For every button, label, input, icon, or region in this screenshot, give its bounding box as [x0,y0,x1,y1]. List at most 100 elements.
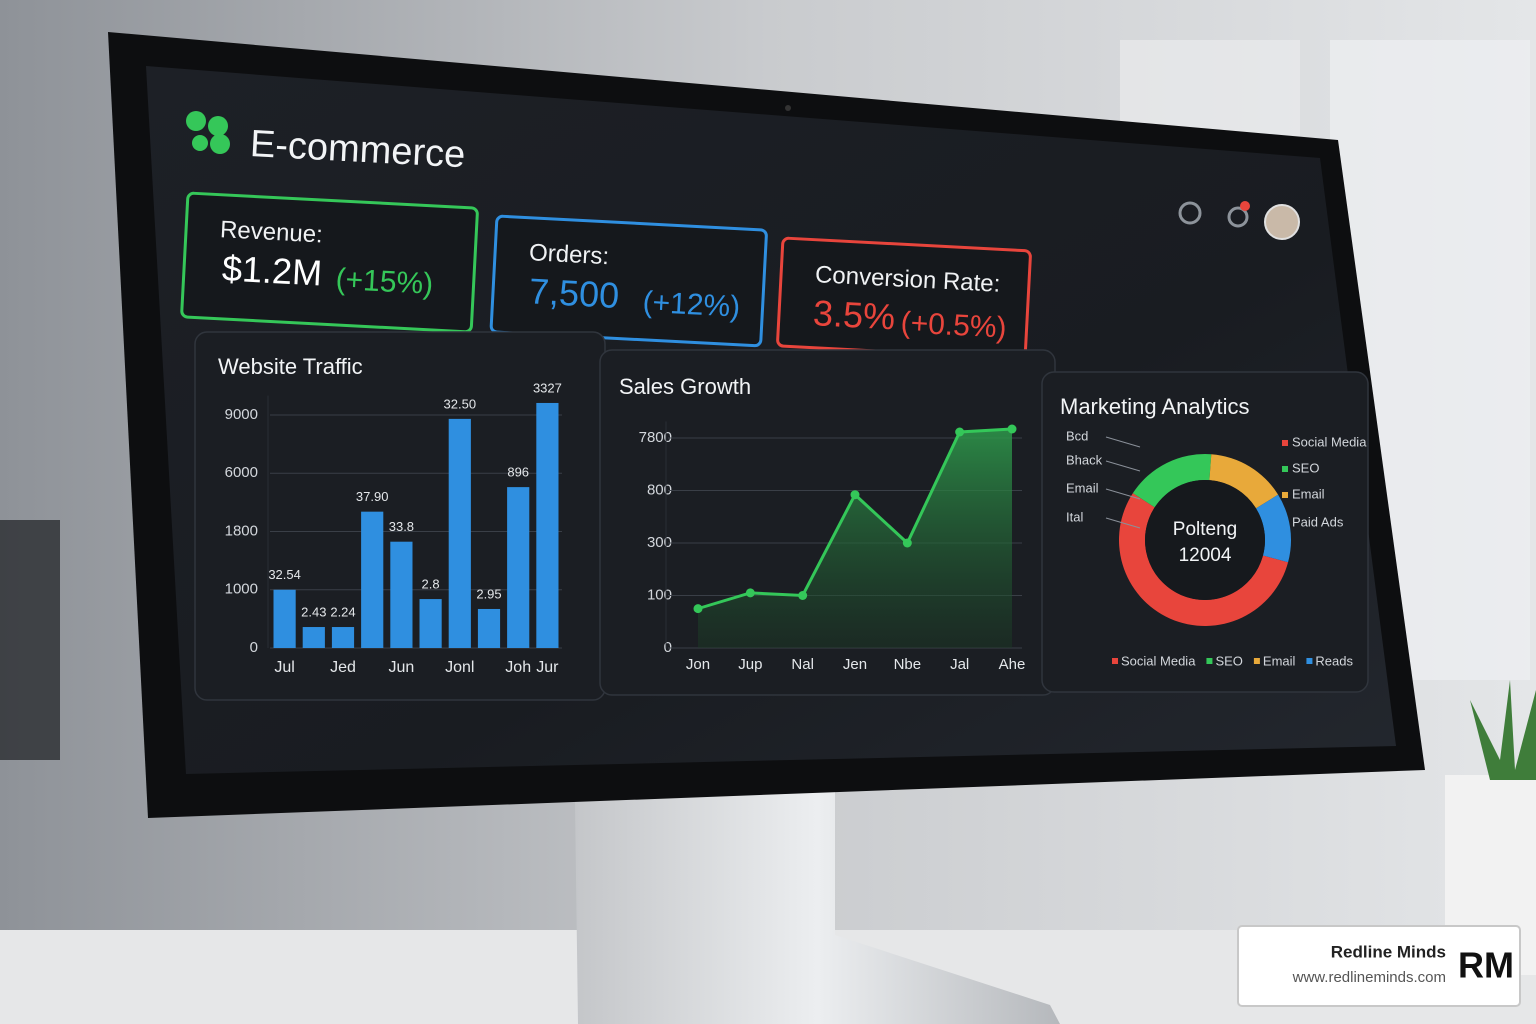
callout-swatch [1282,440,1288,446]
callout-line [1105,517,1141,529]
kpi-label: Orders: [528,239,609,270]
callout-line [1105,436,1141,448]
point [955,427,965,437]
brand-logo: RM [1458,945,1514,986]
kpi-value: 3.5% [812,292,896,337]
donut-segment [1118,493,1289,627]
kpi-row: Revenue:$1.2M (+15%) Orders:7,500 (+12%) Con… [180,191,1032,361]
callout-swatch [1282,466,1288,472]
bar-label: 32.54 [268,567,301,582]
center-label: Polteng [1173,519,1237,540]
callout-label: Ital [1066,509,1083,524]
icon-button[interactable] [1178,201,1202,225]
legend-swatch [1206,658,1213,664]
bar-label: 2.8 [422,577,440,592]
brand-name: Redline Minds [1331,942,1446,961]
background-screen [0,520,60,760]
legend-swatch [1253,658,1260,664]
callout-label: Email [1292,486,1325,501]
x-tick-label: Jul [274,659,294,676]
notifications-button[interactable] [1227,206,1249,228]
bar [507,487,530,648]
bar-label: 32.50 [444,396,477,411]
chart-title: Marketing Analytics [1060,394,1250,419]
kpi-change: (+12%) [642,286,741,324]
point [693,604,703,614]
brand-url: www.redlineminds.com [1292,969,1446,986]
kpi-change: (+0.5%) [900,306,1007,344]
logo-dot [186,111,206,131]
donut-segment [1132,454,1212,508]
x-tick-label: Joh [505,659,531,676]
callout-label: Social Media [1292,434,1367,449]
notification-badge [1240,201,1250,211]
y-tick-label: 800 [647,481,672,498]
kpi-change: (+15%) [335,263,434,301]
chart-title: Sales Growth [619,374,751,399]
brand-box [1237,925,1521,1007]
legend-label: Reads [1315,653,1353,668]
bar [331,627,355,648]
bar [448,418,471,648]
chart-row: Website Traffic0100018006000900032.54Jul… [194,331,1369,701]
legend-swatch [1306,658,1313,664]
chart-title: Website Traffic [218,354,363,379]
bar-label: 2.95 [476,586,501,601]
donut-hole [1145,480,1265,600]
bar [390,541,413,648]
kpi-card-frame [489,214,768,348]
logo-dot [208,116,228,136]
callout-line [1105,460,1141,472]
legend-label: SEO [1215,653,1242,668]
legend-label: Email [1263,653,1296,668]
x-tick-label: Nbe [894,656,922,673]
point [850,490,860,500]
bar [273,589,296,648]
y-tick-label: 1000 [225,581,258,598]
avatar[interactable] [1264,204,1300,240]
monitor-stand [575,790,1060,1024]
x-tick-label: Jed [330,659,356,676]
kpi-card: Revenue:$1.2M (+15%) [180,191,479,334]
chart-panel: Marketing Analytics Polteng 12004 Bcd Bhack E… [1041,371,1369,693]
x-tick-label: Jon [686,656,710,673]
kpi-value: $1.2M [221,247,323,293]
x-tick-label: Nal [791,656,814,673]
point [745,588,755,598]
callout-label: Bcd [1066,428,1088,443]
plant [1470,680,1536,780]
callout-swatch [1282,492,1288,498]
kpi-card: Orders:7,500 (+12%) [489,214,768,348]
bar [536,402,559,648]
point [902,538,912,548]
bar-label: 896 [507,465,529,480]
chart-panel: Website Traffic 0 1000 1800 6000 9000 32.54 Jul… [194,331,606,701]
y-tick-label: 0 [664,639,672,656]
callout-label: Email [1066,480,1099,495]
point [798,591,808,600]
kpi-label: Revenue: [219,216,323,248]
chart-panel: Sales Growth 0 100 300 800 7800 Jon Jup Nal Jen Nb… [599,349,1056,696]
bar [419,599,442,648]
y-tick-label: 300 [647,534,672,551]
bar [477,608,501,648]
kpi-card-frame [180,191,479,334]
area [698,429,1012,648]
x-tick-label: Jal [950,656,969,673]
callout-line [1105,488,1141,500]
x-tick-label: Jun [389,659,415,676]
bar-label: 33.8 [389,519,414,534]
logo-icon [186,111,230,154]
camera [785,105,791,111]
x-tick-label: Jen [843,656,867,673]
kpi-value: 7,500 [528,270,620,316]
x-tick-label: Jur [536,659,559,676]
callout-swatch [1282,520,1288,526]
x-tick-label: Jup [738,656,762,673]
callout-label: SEO [1292,460,1319,475]
callout-label: Bhack [1066,452,1103,467]
logo-dot [210,134,230,154]
bar-label: 3327 [533,380,562,395]
legend-swatch [1112,658,1118,664]
